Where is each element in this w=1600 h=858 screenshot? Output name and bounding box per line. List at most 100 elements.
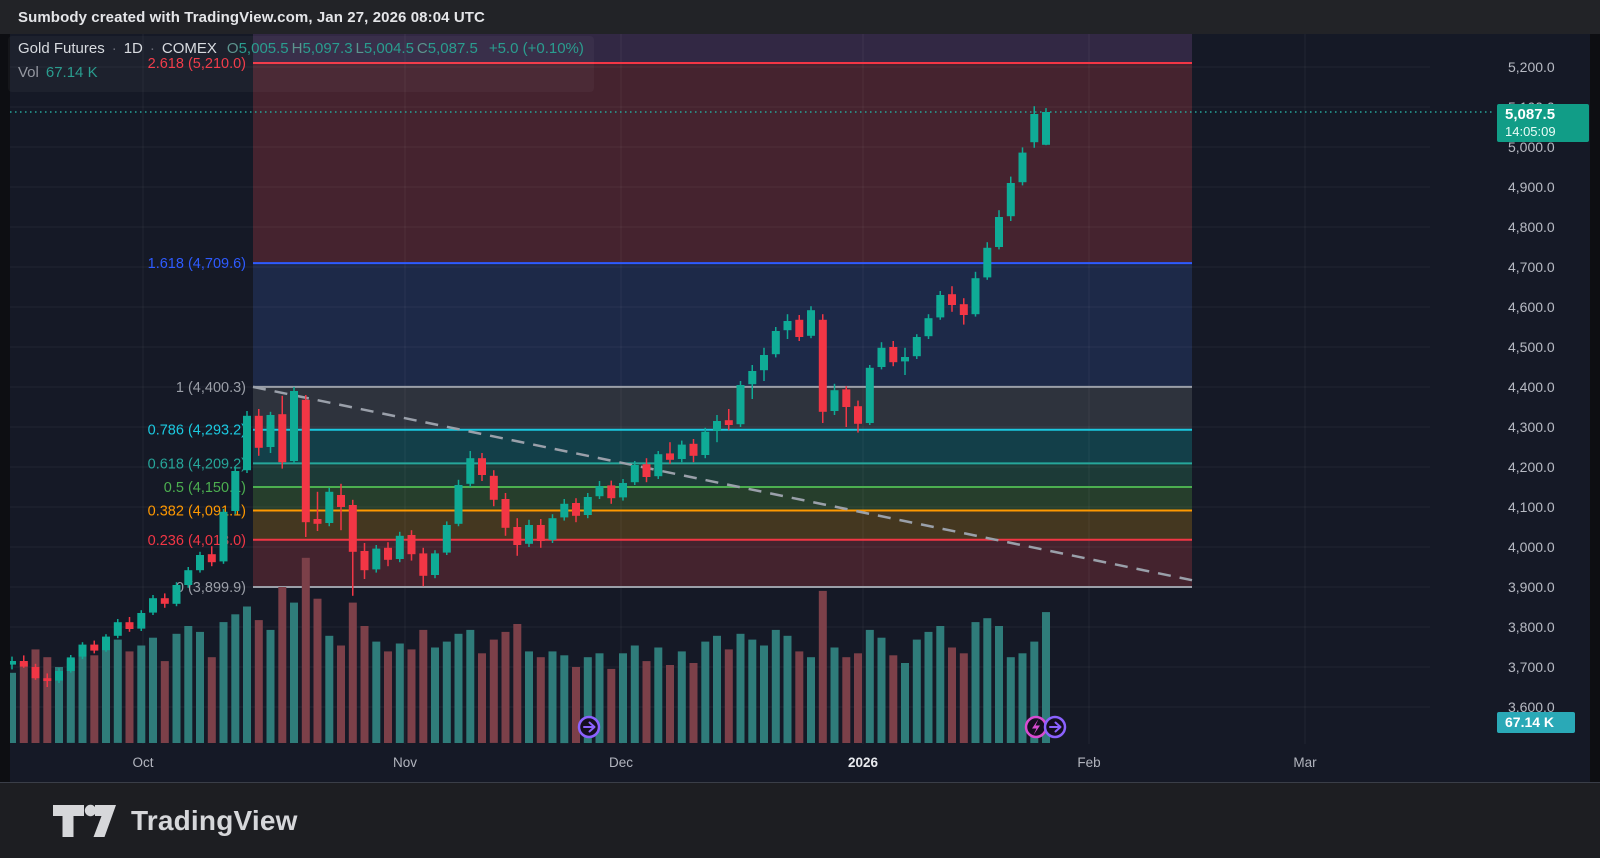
fib-band	[253, 263, 1192, 387]
candle-body	[102, 636, 110, 651]
candle-body	[278, 414, 287, 463]
attribution-bar: Sumbody created with TradingView.com, Ja…	[0, 0, 1600, 34]
ohlc-letter: H	[291, 40, 303, 57]
candle-body	[184, 570, 193, 585]
legend-volume-row: Vol 67.14 K	[18, 64, 584, 88]
fib-band	[253, 34, 1192, 63]
volume-bar	[912, 639, 921, 743]
volume-bar	[90, 655, 99, 744]
ohlc-values: O5,005.5 H5,097.3 L5,004.5 C5,087.5	[224, 40, 478, 57]
candle-body	[78, 644, 87, 657]
volume-bar	[936, 626, 945, 743]
interval-label[interactable]: 1D	[123, 40, 143, 57]
volume-bar	[207, 657, 216, 743]
price-tick-label: 5,200.0	[1508, 59, 1555, 75]
candle-body	[901, 357, 909, 362]
month-label-Nov: Nov	[393, 755, 417, 770]
candle-body	[818, 319, 827, 412]
fib-band	[253, 487, 1192, 511]
candle-body	[548, 518, 557, 540]
volume-bar	[901, 663, 909, 743]
volume-bar	[431, 647, 439, 743]
volume-bar	[771, 629, 780, 743]
volume-bar	[783, 635, 792, 744]
candle-body	[360, 551, 369, 571]
fib-trendline[interactable]	[252, 385, 1193, 582]
volume-bar	[689, 663, 698, 743]
volume-bar	[8, 672, 16, 743]
volume-bar	[149, 637, 157, 743]
candle-body	[607, 485, 616, 499]
month-label-2026: 2026	[848, 755, 879, 770]
price-tick-label: 4,800.0	[1508, 219, 1555, 235]
volume-bar	[818, 590, 827, 743]
change-value: +5.0 (+0.10%)	[488, 40, 584, 57]
volume-bar	[830, 647, 839, 743]
price-tick-label: 4,000.0	[1508, 539, 1555, 555]
volume-bar	[454, 633, 463, 743]
month-label-Feb: Feb	[1077, 755, 1100, 770]
fib-label-0.618: 0.618 (4,209.2)	[148, 456, 246, 472]
ohlc-letter: L	[355, 40, 364, 57]
volume-bar	[113, 639, 122, 743]
tradingview-logo-text: TradingView	[131, 804, 298, 836]
fib-label-0.786: 0.786 (4,293.2)	[148, 423, 246, 439]
candle-body	[536, 525, 545, 541]
volume-bar	[313, 598, 322, 743]
candle-body	[419, 553, 428, 576]
volume-bar	[407, 649, 416, 743]
volume-bar	[478, 653, 486, 743]
candle-body	[66, 657, 75, 671]
candle-body	[971, 278, 980, 315]
volume-bar	[219, 622, 228, 743]
candle-body	[384, 547, 392, 560]
volume-bar	[419, 629, 428, 743]
volume-bar	[254, 620, 263, 743]
volume-bar	[160, 661, 169, 743]
month-label-Oct: Oct	[132, 755, 153, 770]
symbol-title[interactable]: Gold Futures	[18, 40, 105, 57]
volume-bar	[795, 651, 804, 743]
candle-body	[795, 319, 804, 337]
right-edge	[1590, 34, 1600, 782]
volume-bar	[466, 629, 475, 743]
candle-body	[595, 486, 604, 497]
candle-body	[854, 406, 862, 424]
volume-bar	[724, 649, 733, 743]
volume-bar	[172, 633, 181, 743]
bar-countdown: 14:05:09	[1505, 124, 1556, 139]
chart-canvas[interactable]: 2.618 (5,210.0) 1.618 (4,709.6) 1 (4,400.3…	[0, 34, 1600, 782]
arrow-glyph	[583, 721, 596, 733]
legend-symbol-row[interactable]: Gold Futures · 1D · COMEX O5,005.5 H5,097…	[18, 40, 584, 64]
volume-axis-label: 67.14 K	[1497, 712, 1575, 733]
volume-bar	[865, 629, 874, 743]
candle-body	[125, 622, 134, 629]
volume-value: 67.14 K	[45, 64, 98, 81]
price-axis[interactable]	[1460, 34, 1600, 782]
candle-body	[55, 671, 63, 681]
time-axis[interactable]	[10, 744, 1460, 782]
candle-body	[43, 678, 52, 681]
candle-body	[337, 495, 345, 507]
candle-body	[454, 485, 463, 524]
candle-body	[407, 535, 416, 555]
tradingview-logo-icon	[53, 804, 116, 837]
candle-body	[630, 465, 639, 483]
candle-body	[266, 415, 275, 447]
candle-body	[842, 389, 851, 407]
ohlc-value: 5,087.5	[427, 40, 478, 57]
volume-bar	[1030, 641, 1039, 743]
candle-body	[677, 444, 686, 459]
candle-body	[865, 367, 874, 423]
fib-band	[253, 429, 1192, 464]
volume-bar	[748, 639, 757, 743]
volume-bar	[395, 643, 404, 743]
volume-bar	[231, 614, 240, 743]
volume-bar	[78, 651, 87, 743]
chart-window: 2.618 (5,210.0) 1.618 (4,709.6) 1 (4,400.3…	[0, 34, 1600, 782]
candle-body	[724, 420, 733, 425]
month-label-Mar: Mar	[1293, 755, 1317, 770]
tradingview-logo[interactable]: TradingView	[52, 803, 298, 839]
candle-body	[713, 421, 721, 431]
volume-bar	[807, 657, 815, 743]
